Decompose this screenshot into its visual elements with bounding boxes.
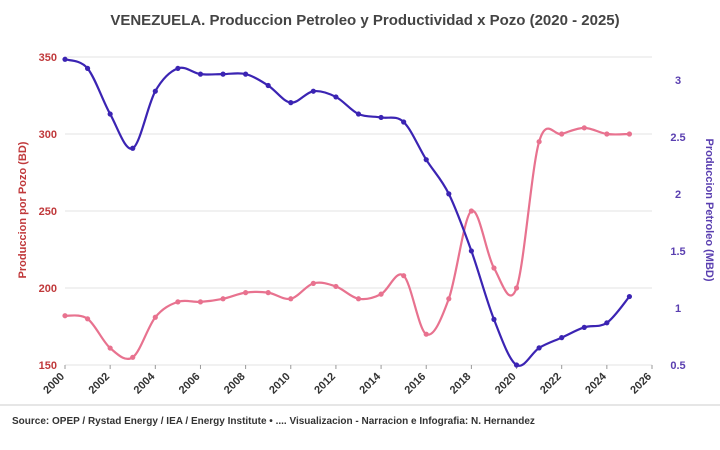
series-point-1 <box>265 82 271 89</box>
series-point-0 <box>333 283 339 290</box>
series-point-1 <box>62 56 68 62</box>
series-point-1 <box>581 324 587 330</box>
left-tick-label: 150 <box>39 360 57 372</box>
series-point-1 <box>310 88 316 94</box>
chart-title: VENEZUELA. Produccion Petroleo y Product… <box>110 12 619 29</box>
series-point-0 <box>491 265 497 271</box>
series-point-1 <box>604 320 610 326</box>
series-point-1 <box>491 316 497 322</box>
series-point-0 <box>423 331 429 337</box>
right-axis-ticks: 0.5 1 1.5 2 2.5 3 <box>670 75 685 372</box>
right-tick-label: 1 <box>675 303 681 315</box>
left-axis-label: Produccion por Pozo (BD) <box>17 141 29 278</box>
series-point-0 <box>604 131 610 137</box>
series-point-0 <box>62 313 68 319</box>
series-point-0 <box>536 139 542 145</box>
series-point-1 <box>333 94 339 100</box>
series-point-1 <box>626 293 633 300</box>
series-point-1 <box>401 119 407 125</box>
x-tick-label: 2020 <box>493 371 519 397</box>
series-group <box>62 56 633 368</box>
series-point-0 <box>175 299 181 305</box>
x-tick-label: 2010 <box>267 371 293 397</box>
right-tick-label: 2 <box>675 189 681 201</box>
right-tick-label: 2.5 <box>670 132 685 144</box>
x-tick-label: 2026 <box>628 371 654 397</box>
series-point-1 <box>513 362 520 368</box>
series-point-1 <box>536 345 542 351</box>
series-point-0 <box>265 290 271 296</box>
series-point-1 <box>107 111 113 117</box>
x-tick-label: 2018 <box>448 371 474 397</box>
series-point-0 <box>468 208 474 214</box>
series-point-0 <box>197 299 204 305</box>
x-tick-label: 2024 <box>583 370 609 396</box>
left-tick-label: 350 <box>39 52 57 64</box>
x-tick-label: 2002 <box>86 371 112 397</box>
series-point-0 <box>243 290 249 296</box>
series-point-1 <box>84 65 91 72</box>
series-point-0 <box>559 131 565 137</box>
left-tick-label: 250 <box>39 206 57 218</box>
right-tick-label: 0.5 <box>670 360 685 372</box>
right-tick-label: 3 <box>675 75 681 87</box>
x-tick-label: 2016 <box>403 371 429 397</box>
series-line-1 <box>64 58 631 367</box>
series-point-1 <box>446 191 452 197</box>
left-tick-label: 200 <box>39 283 57 295</box>
series-point-0 <box>446 296 452 302</box>
series-point-1 <box>130 145 136 151</box>
series-point-1 <box>288 100 294 106</box>
series-point-0 <box>130 354 136 360</box>
series-point-0 <box>288 296 294 302</box>
series-point-0 <box>310 280 316 286</box>
series-point-0 <box>152 314 158 320</box>
series-point-1 <box>355 111 362 117</box>
x-tick-label: 2006 <box>177 371 203 397</box>
series-point-1 <box>243 71 249 77</box>
series-point-1 <box>559 335 565 341</box>
x-tick-label: 2014 <box>357 370 383 396</box>
left-tick-label: 300 <box>39 129 57 141</box>
left-axis-ticks: 150 200 250 300 350 <box>39 52 57 372</box>
series-point-1 <box>378 114 384 121</box>
series-point-0 <box>355 296 362 302</box>
x-axis-ticks: 2000 2002 2004 2006 2008 2010 2012 2014 2016 2018… <box>41 365 654 396</box>
series-point-0 <box>581 125 587 131</box>
series-point-1 <box>175 65 181 72</box>
x-tick-label: 2000 <box>41 371 67 397</box>
series-point-0 <box>220 296 226 302</box>
series-point-0 <box>378 291 384 297</box>
series-point-0 <box>107 345 113 351</box>
series-point-1 <box>423 157 429 163</box>
gridlines <box>65 56 652 366</box>
x-tick-label: 2004 <box>132 370 158 396</box>
right-tick-label: 1.5 <box>670 246 685 258</box>
series-point-1 <box>468 248 474 254</box>
series-point-0 <box>626 131 633 137</box>
x-tick-label: 2008 <box>222 371 248 397</box>
series-point-1 <box>152 88 158 94</box>
right-axis-label: Produccion Petroleo (MBD) <box>703 138 715 281</box>
series-point-1 <box>197 71 204 77</box>
series-line-0 <box>64 126 630 361</box>
series-point-0 <box>401 273 407 279</box>
series-point-1 <box>220 71 226 77</box>
series-point-0 <box>84 316 91 322</box>
x-tick-label: 2022 <box>538 371 564 397</box>
source-note: Source: OPEP / Rystad Energy / IEA / Ene… <box>12 416 535 427</box>
x-tick-label: 2012 <box>312 371 338 397</box>
series-point-0 <box>513 285 520 291</box>
